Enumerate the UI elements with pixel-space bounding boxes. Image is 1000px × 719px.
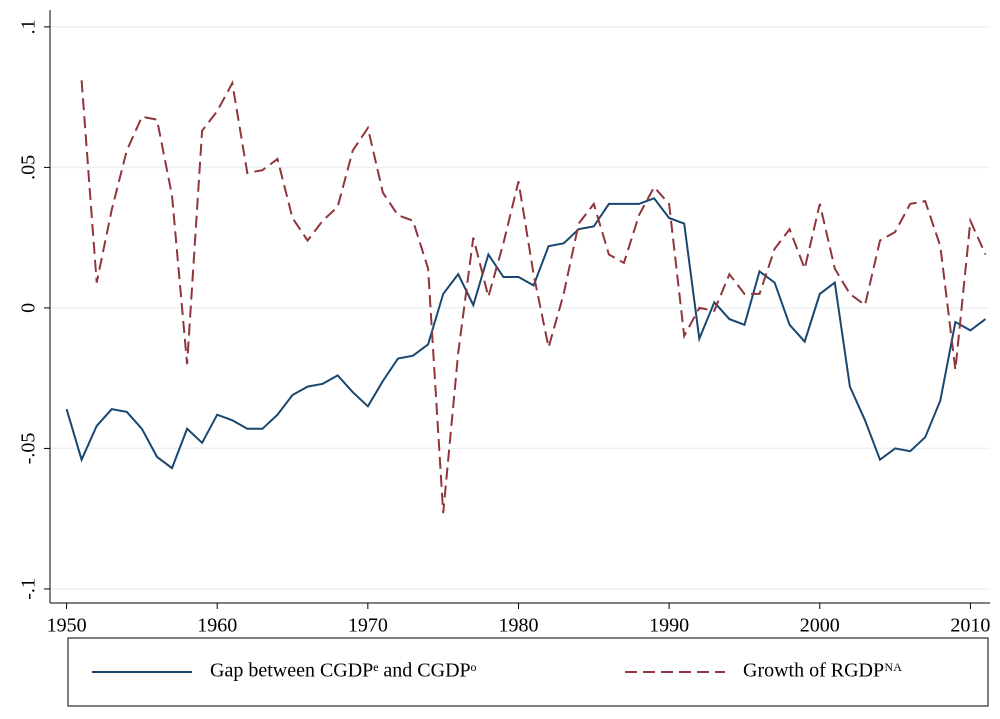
x-tick-label: 2000 bbox=[800, 615, 840, 637]
legend-box bbox=[67, 637, 989, 707]
x-tick-label: 1960 bbox=[197, 615, 237, 637]
x-tick-label: 2010 bbox=[950, 615, 990, 637]
y-tick-label: -.05 bbox=[18, 433, 40, 465]
x-tick-label: 1950 bbox=[47, 615, 87, 637]
y-tick-label: .05 bbox=[18, 155, 40, 180]
y-tick-label: .1 bbox=[18, 19, 40, 34]
y-tick-label: -.1 bbox=[18, 578, 40, 600]
legend-label: Gap between CGDPᵉ and CGDPᵒ bbox=[210, 660, 477, 682]
y-tick-label: 0 bbox=[18, 303, 40, 313]
series-line bbox=[65, 197, 987, 470]
x-tick-label: 1970 bbox=[348, 615, 388, 637]
x-tick-label: 1980 bbox=[498, 615, 538, 637]
series-line bbox=[80, 80, 987, 514]
legend-label: Growth of RGDPᴺᴬ bbox=[743, 660, 902, 682]
x-tick-label: 1990 bbox=[649, 615, 689, 637]
